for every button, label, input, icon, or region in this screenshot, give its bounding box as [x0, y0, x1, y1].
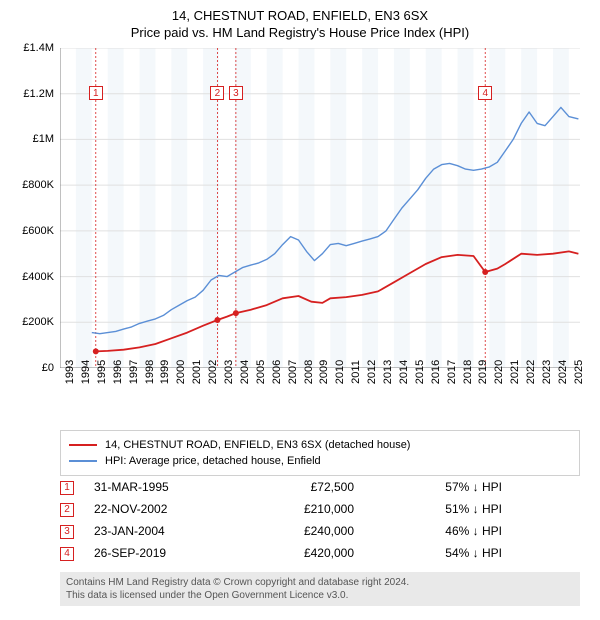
sale-price: £72,500	[234, 480, 382, 494]
x-tick-label: 2016	[430, 360, 442, 384]
page-title: 14, CHESTNUT ROAD, ENFIELD, EN3 6SX	[0, 0, 600, 23]
y-axis: £0£200K£400K£600K£800K£1M£1.2M£1.4M	[0, 48, 58, 368]
sale-pct-vs-hpi: 46% ↓ HPI	[382, 524, 502, 538]
x-tick-label: 2006	[271, 360, 283, 384]
x-tick-label: 2023	[541, 360, 553, 384]
x-tick-label: 1998	[144, 360, 156, 384]
y-tick-label: £1.2M	[23, 88, 54, 100]
x-tick-label: 2021	[509, 360, 521, 384]
x-tick-label: 2003	[223, 360, 235, 384]
sales-row: 1 31-MAR-1995£72,50057% ↓ HPI	[60, 476, 580, 498]
footer-line-2: This data is licensed under the Open Gov…	[66, 589, 574, 602]
legend-row: HPI: Average price, detached house, Enfi…	[69, 453, 571, 469]
x-tick-label: 2019	[477, 360, 489, 384]
sale-price: £420,000	[234, 546, 382, 560]
sale-pct-vs-hpi: 51% ↓ HPI	[382, 502, 502, 516]
legend-swatch	[69, 460, 97, 462]
legend-label: HPI: Average price, detached house, Enfi…	[105, 455, 321, 467]
chart-marker: 2	[210, 86, 224, 100]
page: 14, CHESTNUT ROAD, ENFIELD, EN3 6SX Pric…	[0, 0, 600, 620]
sale-price: £240,000	[234, 524, 382, 538]
y-tick-label: £0	[42, 362, 54, 374]
sale-marker-number: 4	[60, 547, 74, 561]
x-tick-label: 2017	[446, 360, 458, 384]
sale-date: 31-MAR-1995	[94, 480, 234, 494]
sale-price: £210,000	[234, 502, 382, 516]
sale-marker-number: 1	[60, 481, 74, 495]
x-tick-label: 2009	[318, 360, 330, 384]
legend-row: 14, CHESTNUT ROAD, ENFIELD, EN3 6SX (det…	[69, 437, 571, 453]
footer: Contains HM Land Registry data © Crown c…	[60, 572, 580, 606]
sale-pct-vs-hpi: 54% ↓ HPI	[382, 546, 502, 560]
sale-marker-number: 3	[60, 525, 74, 539]
y-tick-label: £600K	[22, 225, 54, 237]
y-tick-label: £1.4M	[23, 42, 54, 54]
y-tick-label: £800K	[22, 179, 54, 191]
x-tick-label: 2014	[398, 360, 410, 384]
y-tick-label: £400K	[22, 271, 54, 283]
sale-marker-number: 2	[60, 503, 74, 517]
chart-marker: 4	[478, 86, 492, 100]
sales-row: 3 23-JAN-2004£240,00046% ↓ HPI	[60, 520, 580, 542]
chart-svg	[60, 48, 580, 368]
x-tick-label: 2018	[462, 360, 474, 384]
sale-date: 23-JAN-2004	[94, 524, 234, 538]
x-tick-label: 2011	[350, 360, 362, 384]
sale-date: 22-NOV-2002	[94, 502, 234, 516]
x-tick-label: 2013	[382, 360, 394, 384]
x-tick-label: 1997	[128, 360, 140, 384]
x-tick-label: 2000	[175, 360, 187, 384]
x-tick-label: 2001	[191, 360, 203, 384]
x-tick-label: 1993	[64, 360, 76, 384]
x-tick-label: 2012	[366, 360, 378, 384]
footer-line-1: Contains HM Land Registry data © Crown c…	[66, 576, 574, 589]
x-tick-label: 2010	[334, 360, 346, 384]
y-tick-label: £200K	[22, 316, 54, 328]
x-tick-label: 2024	[557, 360, 569, 384]
sales-row: 4 26-SEP-2019£420,00054% ↓ HPI	[60, 542, 580, 564]
legend-label: 14, CHESTNUT ROAD, ENFIELD, EN3 6SX (det…	[105, 439, 410, 451]
x-tick-label: 2015	[414, 360, 426, 384]
y-tick-label: £1M	[33, 133, 54, 145]
x-tick-label: 2007	[287, 360, 299, 384]
x-tick-label: 2022	[525, 360, 537, 384]
sales-row: 2 22-NOV-2002£210,00051% ↓ HPI	[60, 498, 580, 520]
sale-date: 26-SEP-2019	[94, 546, 234, 560]
legend: 14, CHESTNUT ROAD, ENFIELD, EN3 6SX (det…	[60, 430, 580, 476]
chart-marker: 3	[229, 86, 243, 100]
sales-table: 1 31-MAR-1995£72,50057% ↓ HPI 2 22-NOV-2002…	[60, 476, 580, 564]
x-tick-label: 2002	[207, 360, 219, 384]
x-tick-label: 1996	[112, 360, 124, 384]
x-tick-label: 2020	[493, 360, 505, 384]
x-tick-label: 1994	[80, 360, 92, 384]
sale-pct-vs-hpi: 57% ↓ HPI	[382, 480, 502, 494]
x-tick-label: 2004	[239, 360, 251, 384]
page-subtitle: Price paid vs. HM Land Registry's House …	[0, 23, 600, 40]
chart-marker: 1	[89, 86, 103, 100]
x-tick-label: 1999	[159, 360, 171, 384]
x-tick-label: 1995	[96, 360, 108, 384]
x-tick-label: 2008	[303, 360, 315, 384]
x-axis: 1993199419951996199719981999200020012002…	[60, 368, 580, 428]
x-tick-label: 2005	[255, 360, 267, 384]
chart-area: 1 23 4	[60, 48, 580, 368]
legend-swatch	[69, 444, 97, 446]
x-tick-label: 2025	[573, 360, 585, 384]
